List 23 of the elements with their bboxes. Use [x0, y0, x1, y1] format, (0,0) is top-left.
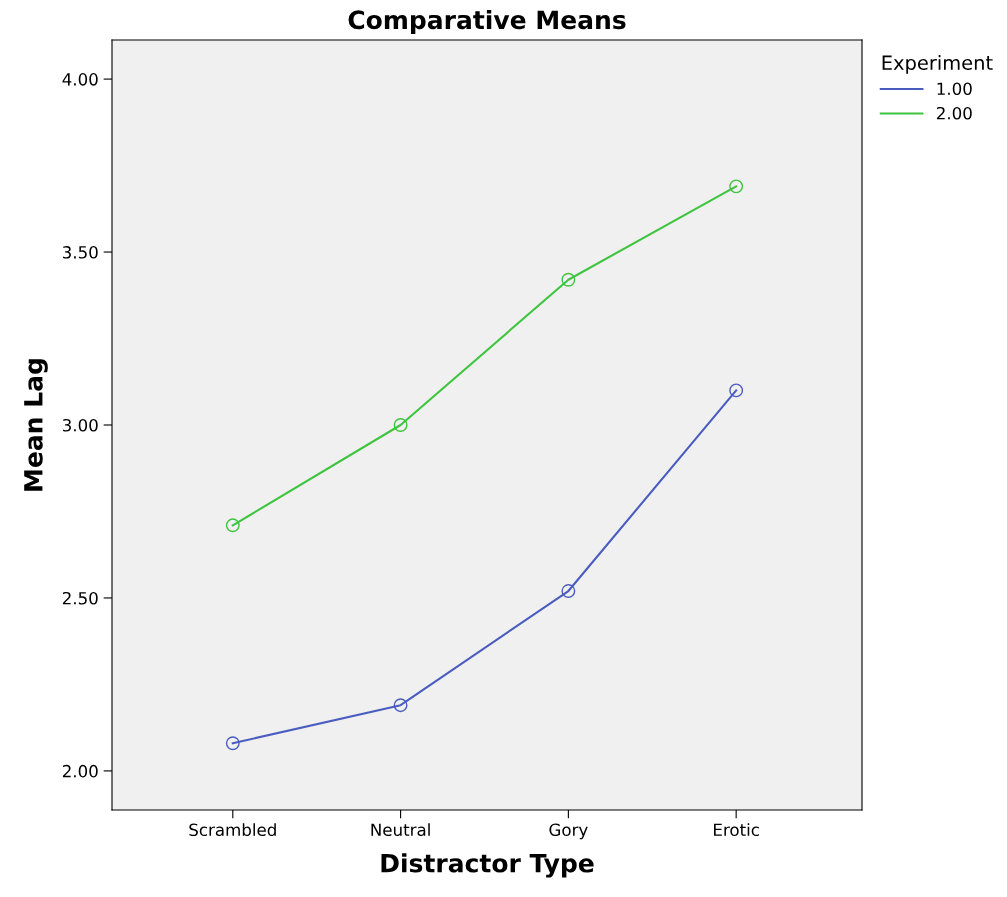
x-tick-label: Scrambled: [189, 823, 276, 837]
y-axis-title: Mean Lag: [24, 359, 48, 491]
point: [393, 698, 408, 713]
y-tick-label: 4.00: [62, 73, 98, 86]
point: [393, 418, 408, 432]
point: [225, 736, 240, 751]
point: [225, 518, 240, 533]
y-tick-label: 3.50: [62, 246, 98, 259]
point: [561, 584, 576, 598]
point: [729, 179, 744, 194]
point: [561, 272, 576, 287]
chart-title: Comparative Means: [348, 9, 626, 35]
legend-label: 1.00: [937, 82, 972, 96]
x-tick-label: Neutral: [371, 823, 430, 837]
point: [729, 383, 744, 398]
y-tick-label: 2.50: [62, 591, 98, 605]
x-axis-title: Distractor Type: [381, 853, 594, 878]
legend-label: 2.00: [936, 106, 972, 120]
y-tick-label: 2.00: [62, 764, 98, 778]
legend-title: Experiment: [882, 55, 993, 74]
x-tick-label: Gory: [549, 823, 588, 840]
x-tick-label: Erotic: [714, 823, 759, 837]
y-tick-label: 3.00: [62, 418, 98, 432]
